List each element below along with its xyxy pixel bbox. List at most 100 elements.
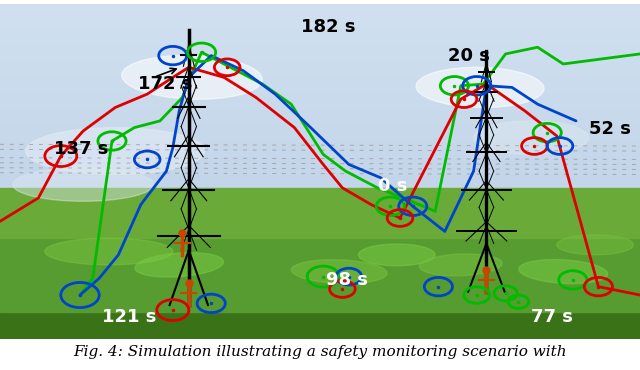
Ellipse shape bbox=[358, 244, 435, 266]
Bar bbox=[0, 66, 640, 68]
Bar bbox=[0, 139, 640, 141]
Bar bbox=[0, 47, 640, 49]
Bar bbox=[0, 198, 640, 199]
Bar bbox=[0, 27, 640, 29]
Ellipse shape bbox=[519, 259, 607, 284]
Bar bbox=[0, 88, 640, 90]
Bar bbox=[0, 206, 640, 208]
Bar bbox=[0, 174, 640, 176]
Bar bbox=[0, 64, 640, 66]
Bar bbox=[0, 194, 640, 196]
Bar bbox=[0, 37, 640, 39]
Bar bbox=[0, 223, 640, 224]
Bar bbox=[0, 127, 640, 129]
Bar bbox=[0, 16, 640, 17]
Bar bbox=[0, 203, 640, 204]
Bar bbox=[0, 53, 640, 55]
Bar bbox=[0, 74, 640, 76]
Bar bbox=[0, 68, 640, 70]
Bar bbox=[0, 98, 640, 100]
Bar bbox=[0, 90, 640, 92]
Bar bbox=[0, 222, 640, 223]
Bar bbox=[0, 23, 640, 25]
Bar bbox=[0, 219, 640, 220]
Bar bbox=[0, 224, 640, 225]
Bar bbox=[0, 19, 640, 21]
Bar bbox=[0, 193, 640, 194]
Bar bbox=[0, 168, 640, 170]
Bar bbox=[0, 61, 640, 63]
Bar bbox=[0, 216, 640, 218]
Bar bbox=[0, 49, 640, 51]
Bar bbox=[0, 145, 640, 147]
Ellipse shape bbox=[26, 128, 205, 175]
Bar bbox=[0, 178, 640, 180]
Ellipse shape bbox=[291, 260, 387, 283]
Bar bbox=[0, 13, 640, 16]
Bar bbox=[0, 141, 640, 143]
Bar bbox=[0, 133, 640, 135]
Bar bbox=[0, 94, 640, 96]
Text: 77 s: 77 s bbox=[531, 308, 573, 326]
Bar bbox=[0, 115, 640, 117]
Text: 0 s: 0 s bbox=[378, 177, 407, 195]
Bar bbox=[0, 113, 640, 115]
Ellipse shape bbox=[13, 168, 154, 201]
Bar bbox=[0, 104, 640, 105]
Bar bbox=[0, 176, 640, 178]
Bar bbox=[0, 137, 640, 139]
Text: 137 s: 137 s bbox=[54, 140, 109, 158]
Bar bbox=[0, 57, 640, 58]
Bar bbox=[0, 195, 640, 196]
Ellipse shape bbox=[135, 253, 223, 277]
Bar bbox=[0, 63, 640, 64]
Bar bbox=[0, 58, 640, 61]
Bar bbox=[0, 157, 640, 158]
Ellipse shape bbox=[416, 67, 544, 108]
Bar bbox=[0, 78, 640, 80]
Bar bbox=[0, 204, 640, 205]
Bar bbox=[0, 119, 640, 121]
Ellipse shape bbox=[122, 56, 262, 99]
Bar bbox=[0, 211, 640, 212]
Bar bbox=[0, 102, 640, 104]
Bar bbox=[0, 41, 640, 43]
Bar bbox=[0, 143, 640, 145]
Bar bbox=[0, 121, 640, 123]
Bar bbox=[0, 188, 640, 238]
Bar bbox=[0, 158, 640, 161]
Ellipse shape bbox=[45, 238, 173, 265]
Bar bbox=[0, 225, 640, 226]
Text: 182 s: 182 s bbox=[301, 18, 355, 36]
Bar bbox=[0, 131, 640, 133]
Bar bbox=[0, 147, 640, 149]
Text: 98 s: 98 s bbox=[326, 271, 369, 289]
Bar bbox=[0, 218, 640, 219]
Bar bbox=[0, 117, 640, 119]
Ellipse shape bbox=[474, 121, 589, 154]
Bar bbox=[0, 80, 640, 82]
Bar bbox=[0, 108, 640, 110]
Bar bbox=[0, 82, 640, 84]
Bar bbox=[0, 21, 640, 23]
Text: 52 s: 52 s bbox=[589, 120, 630, 138]
Bar bbox=[0, 161, 640, 162]
Bar bbox=[0, 43, 640, 45]
Bar bbox=[0, 164, 640, 166]
Bar bbox=[0, 35, 640, 37]
Bar bbox=[0, 172, 640, 174]
Bar bbox=[0, 111, 640, 113]
Ellipse shape bbox=[419, 254, 502, 276]
Bar bbox=[0, 17, 640, 19]
Bar bbox=[0, 72, 640, 74]
Bar bbox=[0, 92, 640, 94]
Bar bbox=[0, 31, 640, 33]
Bar bbox=[0, 298, 640, 339]
Bar bbox=[0, 96, 640, 98]
Bar bbox=[0, 25, 640, 27]
Bar bbox=[0, 6, 640, 8]
Bar bbox=[0, 8, 640, 10]
Bar bbox=[0, 29, 640, 31]
Bar bbox=[0, 152, 640, 155]
Bar bbox=[0, 125, 640, 127]
